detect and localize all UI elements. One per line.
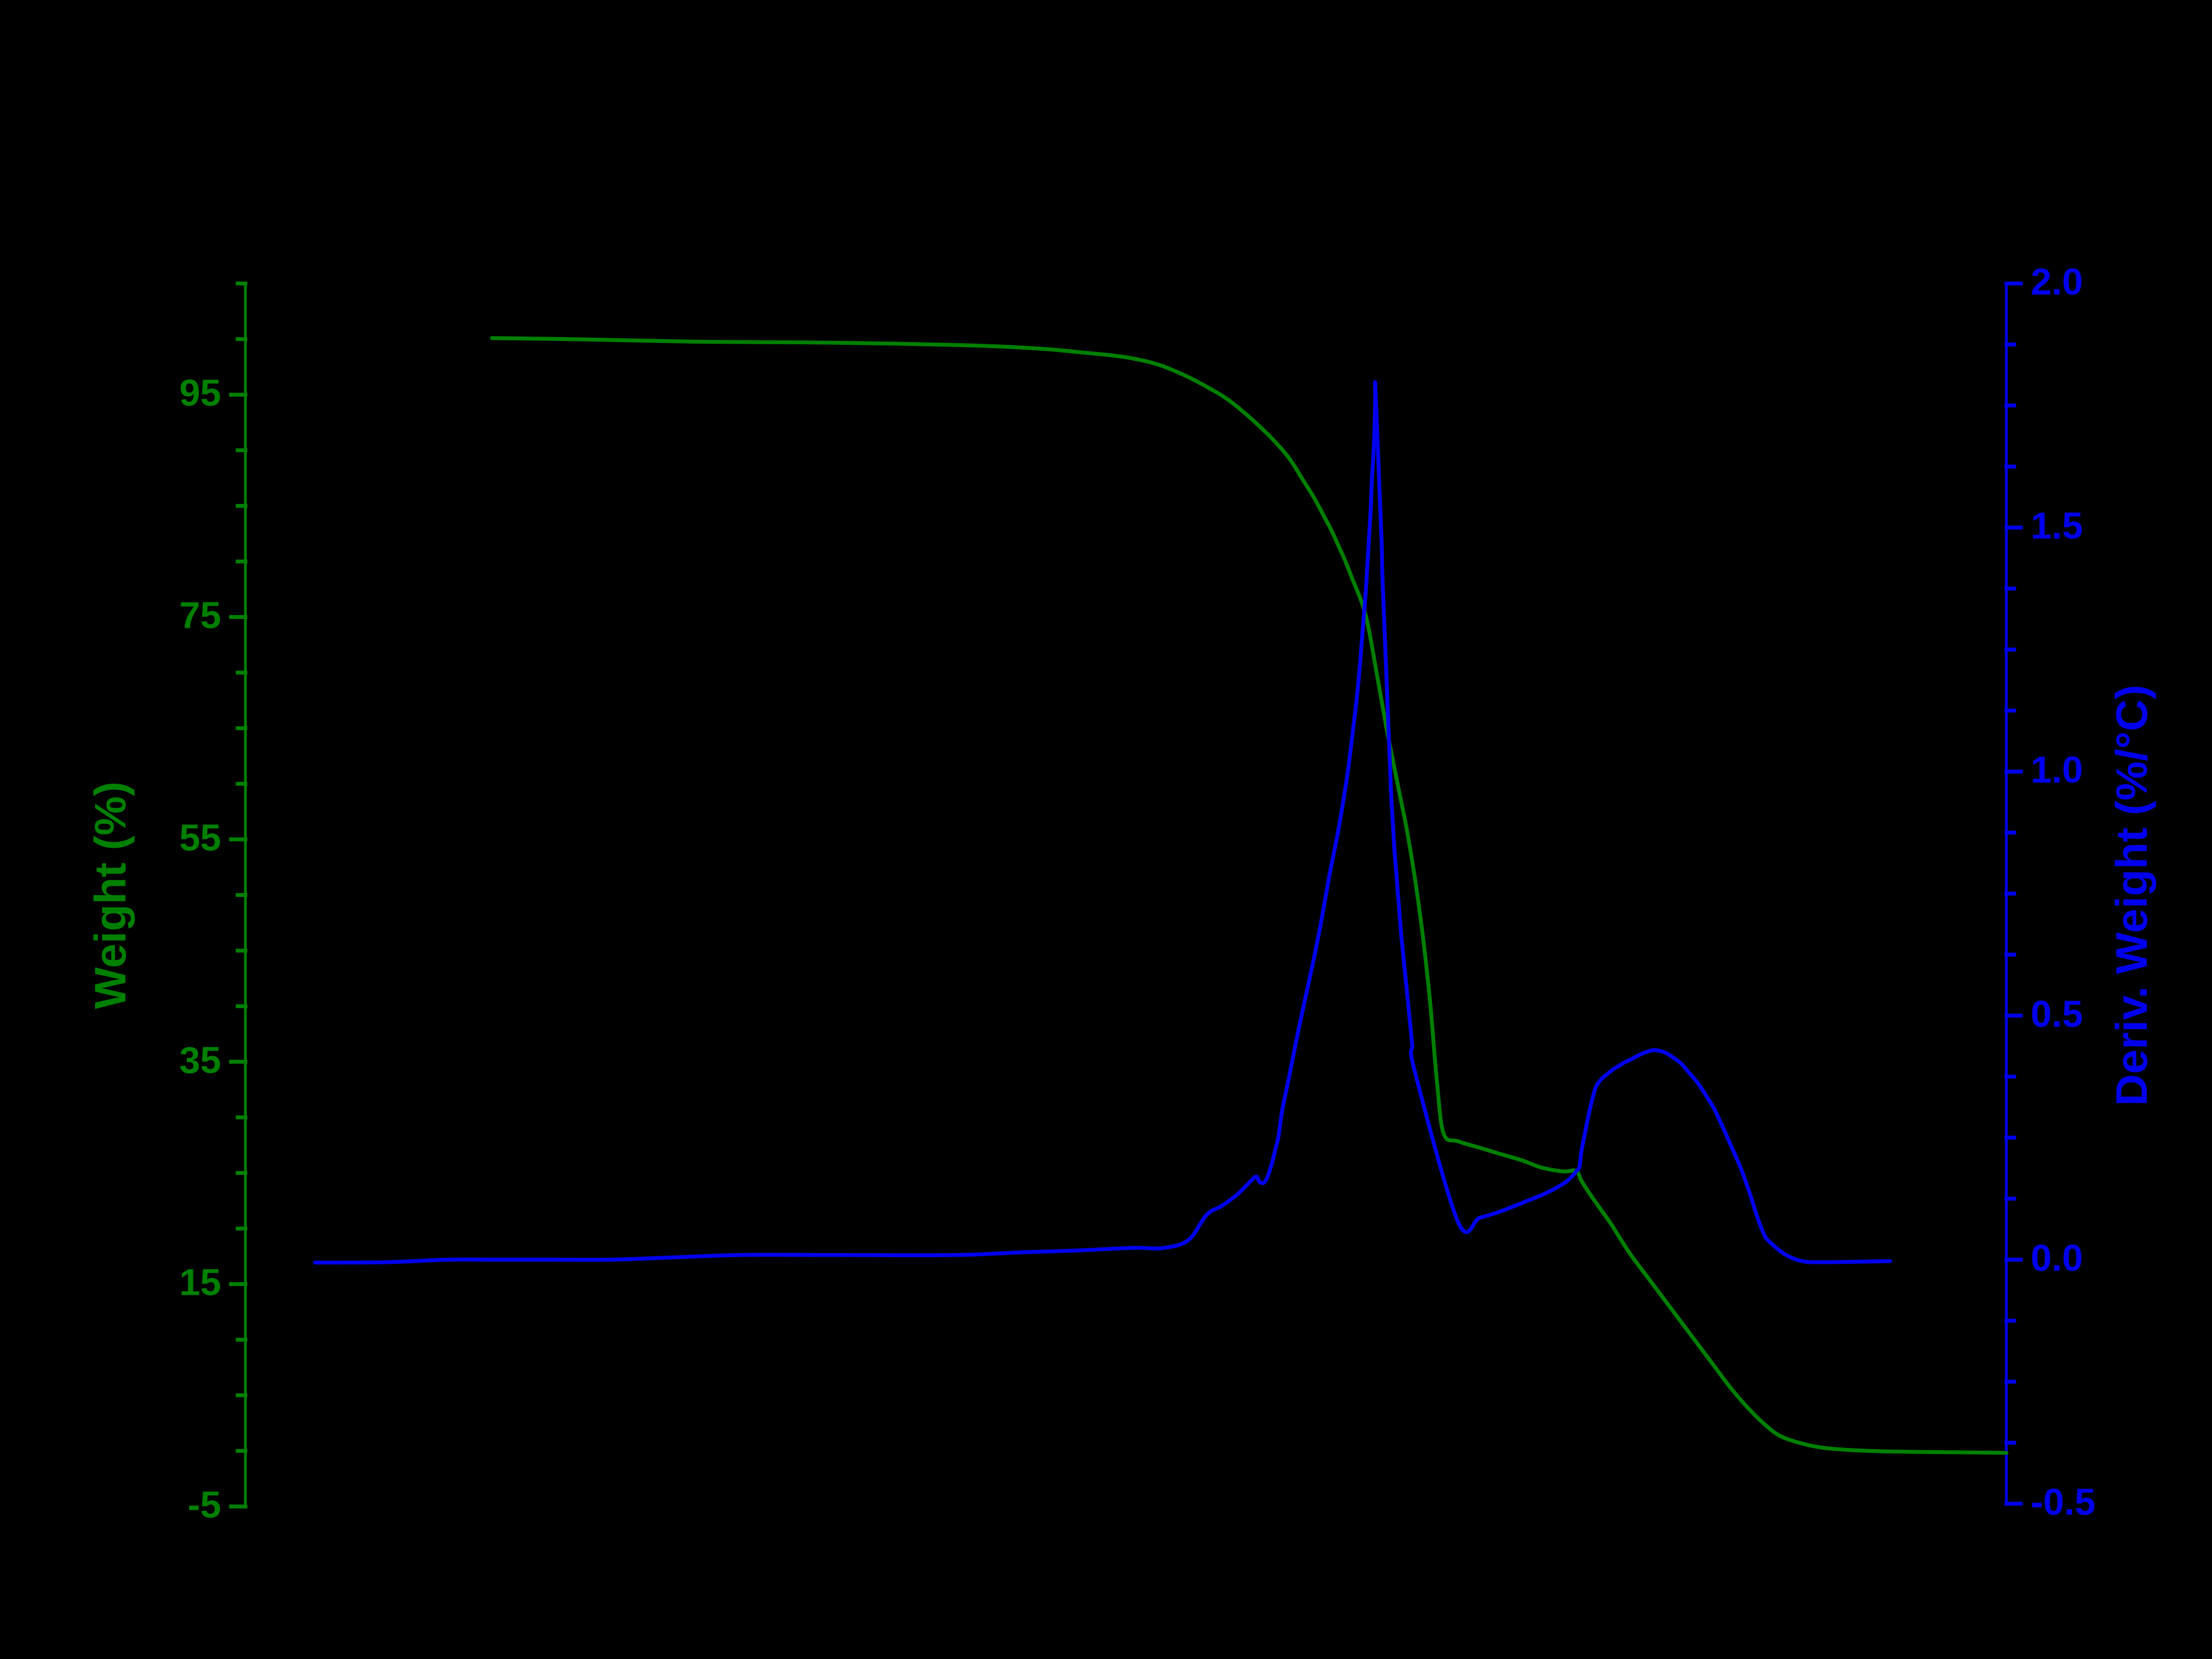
svg-text:1.0: 1.0 [2031, 749, 2083, 791]
svg-text:55: 55 [179, 817, 221, 859]
svg-text:1.5: 1.5 [2031, 505, 2083, 547]
svg-text:75: 75 [179, 595, 221, 637]
svg-text:15: 15 [179, 1262, 221, 1304]
svg-text:2.0: 2.0 [2031, 261, 2083, 303]
svg-text:35: 35 [179, 1039, 221, 1081]
svg-text:Weight (%): Weight (%) [86, 781, 135, 1009]
svg-text:Deriv. Weight (%/°C): Deriv. Weight (%/°C) [2107, 685, 2156, 1106]
svg-text:-0.5: -0.5 [2031, 1481, 2095, 1523]
svg-text:-5: -5 [188, 1484, 221, 1526]
svg-text:0.0: 0.0 [2031, 1237, 2083, 1279]
svg-text:0.5: 0.5 [2031, 993, 2083, 1035]
svg-text:95: 95 [179, 372, 221, 414]
